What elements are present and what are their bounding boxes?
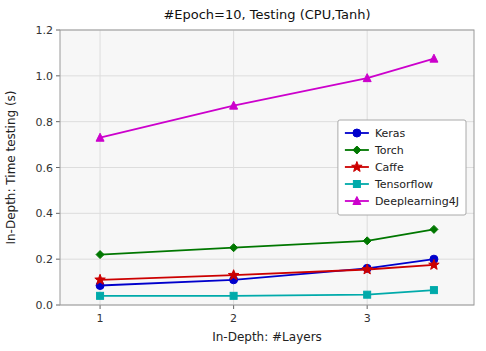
- plot-background: [60, 30, 474, 305]
- legend-label: Deeplearning4J: [375, 195, 459, 208]
- legend-marker: [353, 181, 360, 188]
- series-line: [100, 265, 434, 280]
- data-point: [362, 264, 372, 274]
- tick-label: 1.0: [36, 70, 54, 83]
- grid-line: [60, 75, 474, 76]
- data-point: [95, 274, 105, 284]
- series-line: [100, 229, 434, 254]
- data-point: [430, 54, 438, 62]
- tick-mark: [233, 305, 234, 309]
- grid-line: [60, 259, 474, 260]
- grid: [60, 30, 474, 305]
- plot-frame: [60, 30, 474, 305]
- tick-label: 0.6: [36, 162, 54, 175]
- data-point: [230, 244, 238, 252]
- series-line: [100, 259, 434, 285]
- data-point: [96, 133, 104, 141]
- tick-mark: [367, 305, 368, 309]
- legend-label: Torch: [374, 144, 404, 157]
- tick-label: 0.0: [36, 299, 54, 312]
- series-line: [100, 290, 434, 296]
- y-axis-label: In-Depth: Time testing (s): [4, 90, 18, 244]
- legend-label: Tensorflow: [374, 178, 433, 191]
- tick-label: 0.4: [36, 207, 54, 220]
- title: #Epoch=10, Testing (CPU,Tanh): [163, 7, 370, 22]
- grid-line: [233, 30, 234, 305]
- legend-box: [338, 120, 466, 215]
- data-point: [430, 287, 437, 294]
- legend: Keras Torch Caffe Tensorflow Deeplearning4J: [338, 120, 466, 215]
- tick-mark: [56, 259, 60, 260]
- tick-label: 1.2: [36, 24, 54, 37]
- data-point: [230, 101, 238, 109]
- tick-label: 3: [364, 312, 371, 325]
- data-point: [363, 74, 371, 82]
- legend-marker: [352, 162, 362, 172]
- legend-marker: [353, 197, 361, 205]
- data-point: [363, 237, 371, 245]
- x-axis-label: In-Depth: #Layers: [212, 330, 322, 344]
- data-point: [430, 225, 438, 233]
- tick-mark: [100, 305, 101, 309]
- data-point: [96, 251, 104, 259]
- grid-line: [100, 30, 101, 305]
- tick-label: 0.2: [36, 253, 54, 266]
- tick-mark: [56, 121, 60, 122]
- legend-marker: [353, 129, 361, 137]
- chart: 0.0 0.2 0.4 0.6 0.8 1.0 1.2 1 2 3 Keras Torch Caffe T…: [0, 0, 486, 351]
- data-point: [97, 292, 104, 299]
- tick-label: 1: [97, 312, 104, 325]
- legend-label: Keras: [375, 127, 406, 140]
- data-point: [228, 270, 238, 280]
- tick-mark: [56, 167, 60, 168]
- data-point: [364, 291, 371, 298]
- legend-marker: [353, 146, 361, 154]
- tick-mark: [56, 75, 60, 76]
- data-point: [429, 259, 439, 269]
- data-point: [230, 292, 237, 299]
- tick-mark: [56, 305, 60, 306]
- tick-label: 2: [230, 312, 237, 325]
- legend-label: Caffe: [375, 161, 404, 174]
- tick-mark: [56, 213, 60, 214]
- tick-label: 0.8: [36, 116, 54, 129]
- tick-mark: [56, 30, 60, 31]
